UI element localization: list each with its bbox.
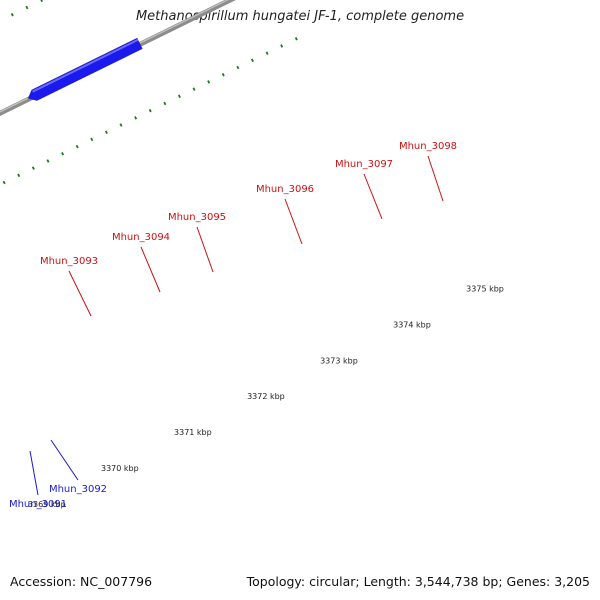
gene-label[interactable]: Mhun_3095 — [168, 212, 226, 223]
tick-mark — [2, 180, 6, 185]
tick-mark — [265, 51, 269, 55]
accession-text: Accession: NC_007796 — [10, 574, 153, 589]
gene-label-leader — [427, 155, 444, 202]
genome-summary-text: Topology: circular; Length: 3,544,738 bp… — [246, 574, 590, 589]
tick-mark — [207, 80, 211, 84]
gene-label-leader — [196, 226, 214, 273]
gene-label[interactable]: Mhun_3093 — [40, 256, 98, 267]
tick-mark — [40, 0, 43, 3]
tick-mark — [221, 72, 225, 77]
gene-label-leader — [68, 270, 92, 317]
tick-mark — [134, 116, 138, 120]
tick-mark — [280, 44, 284, 48]
kbp-label: 3372 kbp — [247, 392, 285, 401]
tick-mark — [61, 152, 65, 156]
gene-label-leader — [284, 198, 303, 245]
kbp-label: 3370 kbp — [101, 464, 139, 473]
reverse-cds-arrow[interactable] — [25, 37, 143, 104]
tick-mark — [177, 94, 181, 99]
tick-mark — [192, 87, 196, 91]
gene-label-leader — [50, 439, 79, 481]
tick-mark — [251, 58, 254, 63]
genome-strip — [0, 0, 528, 387]
gene-label-leader — [29, 450, 39, 496]
tick-mark — [75, 144, 79, 149]
tick-mark — [10, 12, 14, 17]
reverse-cds-arrow-shine — [32, 38, 139, 93]
gene-label[interactable]: Mhun_3091 — [9, 499, 67, 510]
tick-mark — [17, 173, 21, 178]
gene-label[interactable]: Mhun_3092 — [49, 484, 107, 495]
kbp-label: 3369 kbp — [28, 500, 66, 509]
tick-mark — [25, 5, 29, 10]
gene-label[interactable]: Mhun_3094 — [112, 232, 170, 243]
gene-label-leader — [363, 173, 383, 220]
kbp-label: 3375 kbp — [466, 284, 504, 293]
tick-mark — [236, 65, 240, 70]
tick-mark — [90, 137, 94, 142]
tick-mark — [46, 159, 50, 163]
gene-label[interactable]: Mhun_3097 — [335, 159, 393, 170]
tick-mark — [104, 130, 108, 134]
gene-label[interactable]: Mhun_3098 — [399, 141, 457, 152]
gene-label-leader — [140, 246, 161, 293]
map-title: Methanospirillum hungatei JF-1, complete… — [135, 9, 465, 24]
tick-mark — [294, 37, 298, 41]
tick-mark — [163, 101, 167, 106]
kbp-label: 3374 kbp — [393, 320, 431, 329]
tick-mark — [31, 166, 35, 170]
kbp-label: 3373 kbp — [320, 356, 358, 365]
tick-mark — [148, 108, 152, 113]
kbp-label: 3371 kbp — [174, 428, 212, 437]
gene-label[interactable]: Mhun_3096 — [256, 184, 314, 195]
tick-mark — [119, 123, 123, 127]
